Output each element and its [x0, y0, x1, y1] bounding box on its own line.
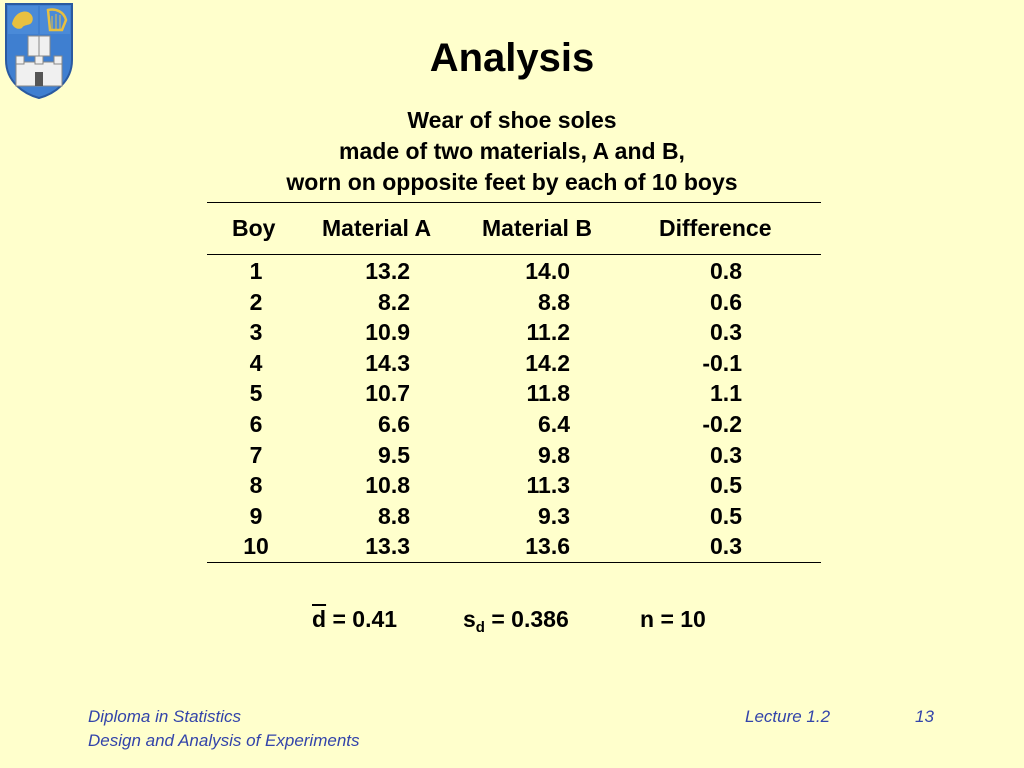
cell-material-a: 10.7: [365, 380, 410, 407]
table-row: 2 8.2 8.8 0.6: [0, 287, 1024, 318]
cell-material-a: 9.5: [378, 441, 410, 468]
mean-difference-symbol: d: [312, 606, 327, 632]
table-row: 9 8.8 9.3 0.5: [0, 501, 1024, 532]
footer-course: Diploma in Statistics: [88, 707, 242, 726]
table-caption: Wear of shoe soles made of two materials…: [0, 105, 1024, 198]
cell-difference: 0.3: [710, 319, 742, 346]
header-boy: Boy: [232, 215, 276, 241]
cell-material-b: 14.2: [525, 349, 570, 376]
university-crest-logo: [5, 3, 73, 100]
cell-material-a: 13.3: [365, 533, 410, 560]
cell-boy: 4: [249, 349, 263, 376]
sd-difference: sd = 0.386: [463, 604, 569, 643]
cell-boy: 6: [249, 410, 263, 437]
cell-material-b: 11.8: [526, 380, 571, 407]
mean-difference: d = 0.41: [312, 604, 397, 634]
cell-difference: 0.3: [710, 441, 742, 468]
table-top-rule: [207, 202, 821, 203]
cell-difference: 0.3: [710, 533, 742, 560]
mean-difference-value: = 0.41: [332, 606, 398, 632]
cell-material-a: 8.8: [378, 502, 410, 529]
caption-line-3: worn on opposite feet by each of 10 boys: [286, 169, 738, 195]
cell-boy: 5: [249, 380, 263, 407]
cell-boy: 9: [249, 502, 263, 529]
table-row: 4 14.3 14.2 -0.1: [0, 348, 1024, 379]
cell-material-b: 14.0: [525, 258, 570, 284]
caption-line-1: Wear of shoe soles: [407, 107, 617, 133]
footer-lecture: Lecture 1.2: [745, 707, 831, 726]
cell-material-b: 13.6: [525, 533, 570, 560]
cell-boy: 2: [249, 288, 263, 315]
cell-difference: 0.8: [710, 258, 742, 284]
cell-difference: 0.5: [710, 502, 742, 529]
cell-boy: 1: [249, 258, 263, 284]
cell-material-a: 8.2: [378, 288, 410, 315]
cell-material-a: 6.6: [378, 410, 410, 437]
cell-difference: -0.2: [702, 410, 742, 437]
header-difference: Difference: [659, 215, 772, 241]
cell-material-a: 10.8: [365, 472, 410, 499]
cell-material-b: 11.2: [526, 319, 571, 346]
cell-difference: 0.5: [710, 472, 742, 499]
cell-material-a: 14.3: [365, 349, 410, 376]
cell-boy: 3: [249, 319, 263, 346]
cell-boy: 10: [243, 533, 269, 560]
cell-boy: 7: [249, 441, 263, 468]
table-row: 6 6.6 6.4 -0.2: [0, 409, 1024, 440]
cell-material-b: 9.8: [538, 441, 570, 468]
sample-size: n = 10: [640, 606, 706, 632]
cell-difference: -0.1: [702, 349, 742, 376]
table-row: 1 13.2 14.0 0.8: [0, 256, 1024, 287]
table-header-rule: [207, 254, 821, 255]
table-bottom-rule: [207, 562, 821, 563]
table-row: 3 10.9 11.2 0.3: [0, 317, 1024, 348]
footer-module: Design and Analysis of Experiments: [88, 731, 360, 750]
sd-subscript: d: [475, 619, 485, 636]
table-row: 7 9.5 9.8 0.3: [0, 440, 1024, 471]
table-body: 1 13.2 14.0 0.8 2 8.2 8.8 0.6 3 10.9 11.…: [0, 256, 1024, 562]
cell-difference: 1.1: [710, 380, 742, 407]
table-row: 10 13.3 13.6 0.3: [0, 531, 1024, 562]
sd-value: = 0.386: [491, 606, 569, 632]
cell-boy: 8: [249, 472, 263, 499]
cell-material-b: 9.3: [538, 502, 570, 529]
table-row: 8 10.8 11.3 0.5: [0, 470, 1024, 501]
cell-material-a: 13.2: [365, 258, 410, 284]
cell-material-b: 6.4: [538, 410, 570, 437]
cell-material-a: 10.9: [365, 319, 410, 346]
sd-symbol: s: [463, 606, 476, 632]
cell-difference: 0.6: [710, 288, 742, 315]
header-material-b: Material B: [482, 215, 592, 241]
table-row: 5 10.7 11.8 1.1: [0, 378, 1024, 409]
footer-page-number: 13: [915, 707, 934, 726]
cell-material-b: 8.8: [538, 288, 570, 315]
caption-line-2: made of two materials, A and B,: [339, 138, 685, 164]
cell-material-b: 11.3: [526, 472, 571, 499]
header-material-a: Material A: [322, 215, 432, 241]
slide-title: Analysis: [429, 36, 595, 80]
